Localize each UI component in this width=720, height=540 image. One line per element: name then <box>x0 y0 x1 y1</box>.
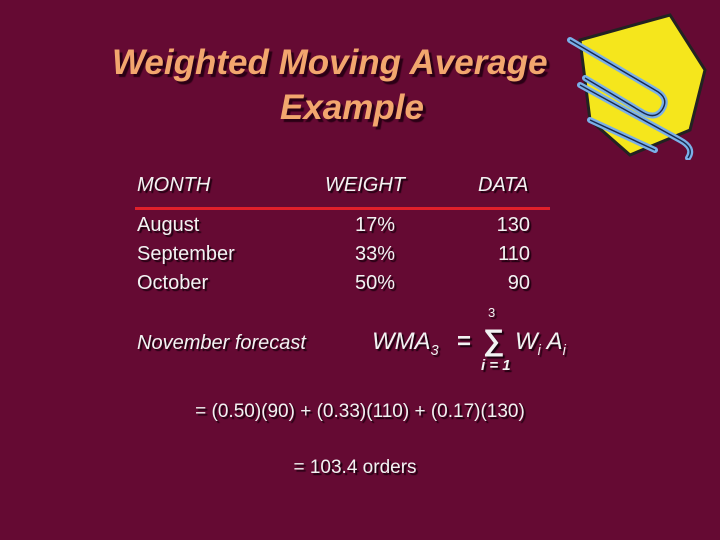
sum-upper: 3 <box>488 305 496 320</box>
subscript: 3 <box>430 342 439 359</box>
table-cell: 130 <box>496 214 530 236</box>
table-cell: September <box>137 243 235 265</box>
result: = 103.4 orders <box>293 457 417 478</box>
table-cell: 50% <box>354 272 395 294</box>
sum-lower: i = 1 <box>481 357 511 374</box>
column-header: WEIGHT <box>325 174 405 196</box>
table-cell: 17% <box>354 214 395 236</box>
table-cell: August <box>137 214 200 236</box>
table-cell: 90 <box>507 272 530 294</box>
formula-lhs: WMA3 <box>372 330 439 358</box>
table-cell: 110 <box>498 243 530 265</box>
symbol: W <box>515 328 538 355</box>
sum-sign: ∑ <box>483 324 505 357</box>
column-header: MONTH <box>137 174 211 196</box>
calculation: = (0.50)(90) + (0.33)(110) + (0.17)(130) <box>195 401 525 422</box>
table-cell: October <box>137 272 209 294</box>
paperclip-art <box>567 13 707 160</box>
symbol: WMA <box>372 328 431 355</box>
title: Example <box>280 88 424 127</box>
symbol: A <box>546 328 563 355</box>
table-cell: 33% <box>354 243 395 265</box>
formula-rhs: Wi Ai <box>515 330 566 358</box>
forecast-label: November forecast <box>137 332 306 354</box>
subscript: i <box>562 342 566 359</box>
subscript: i <box>537 342 541 359</box>
header-rule <box>135 207 550 210</box>
column-header: DATA <box>478 174 529 196</box>
title: Weighted Moving Average <box>112 43 548 82</box>
equals: = <box>457 328 472 355</box>
